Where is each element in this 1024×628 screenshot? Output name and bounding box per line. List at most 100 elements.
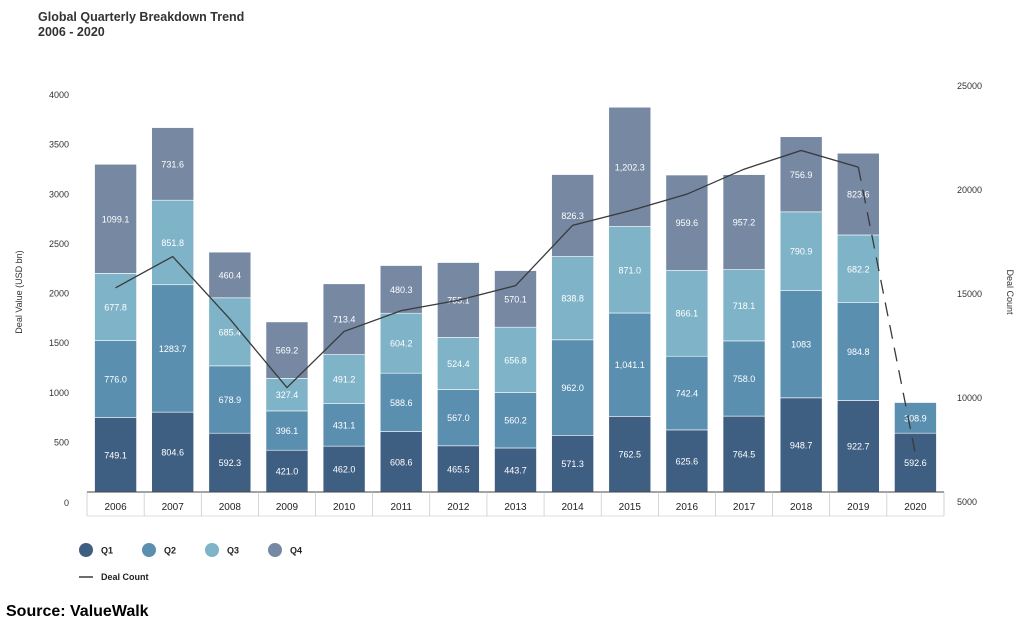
data-label: 570.1 <box>504 294 527 304</box>
bar-segment <box>665 355 709 431</box>
data-label: 1083 <box>791 340 811 350</box>
x-tick-label: 2020 <box>904 502 927 513</box>
x-tick-label: 2013 <box>504 502 527 513</box>
bar-segment <box>94 273 137 341</box>
legend-label: Q1 <box>101 546 113 556</box>
data-label: 851.8 <box>161 238 184 248</box>
deal-count-line <box>115 149 859 389</box>
y-tick-label: 500 <box>54 437 69 447</box>
data-label: 962.0 <box>561 383 584 393</box>
data-label: 571.3 <box>561 459 584 469</box>
y-axis-title: Deal Value (USD bn) <box>14 250 24 333</box>
data-label: 838.8 <box>561 294 584 304</box>
data-label: 462.0 <box>333 465 356 475</box>
y2-tick-label: 15000 <box>957 289 982 299</box>
data-label: 762.5 <box>619 450 642 460</box>
bar-segment <box>379 431 423 493</box>
data-label: 604.2 <box>390 339 413 349</box>
bar-segment <box>322 283 366 355</box>
data-label: 731.6 <box>161 159 184 169</box>
data-label: 327.4 <box>276 390 299 400</box>
bar-segment <box>437 337 480 390</box>
bar-segment <box>494 392 537 449</box>
data-label: 685.4 <box>219 327 242 337</box>
bar-segment <box>836 400 880 493</box>
y-tick-label: 3000 <box>49 189 69 199</box>
data-label: 443.7 <box>504 465 527 475</box>
legend-swatch <box>142 543 156 557</box>
x-tick-label: 2015 <box>619 502 642 513</box>
data-label: 656.8 <box>504 355 527 365</box>
x-tick-label: 2011 <box>390 502 412 513</box>
x-tick-label: 2017 <box>733 502 756 513</box>
data-label: 460.4 <box>219 270 242 280</box>
deal-count-line-dashed <box>857 166 917 455</box>
bar-segment <box>722 340 766 417</box>
data-label: 1283.7 <box>159 344 187 354</box>
data-label: 465.5 <box>447 464 470 474</box>
data-label: 713.4 <box>333 315 356 325</box>
chart-title: Global Quarterly Breakdown Trend 2006 - … <box>38 10 244 40</box>
data-label: 1099.1 <box>102 214 130 224</box>
data-label: 677.8 <box>104 302 127 312</box>
data-label: 756.9 <box>790 170 813 180</box>
data-label: 592.3 <box>219 458 242 468</box>
bar-segment <box>379 372 423 432</box>
data-label: 524.4 <box>447 359 470 369</box>
bar-segment <box>779 290 823 399</box>
bar-segment <box>94 340 137 418</box>
data-label: 567.0 <box>447 413 470 423</box>
y2-tick-label: 10000 <box>957 393 982 403</box>
data-label: 396.1 <box>276 426 299 436</box>
data-label: 1,041.1 <box>615 360 645 370</box>
data-label: 823.6 <box>847 190 870 200</box>
legend-label: Deal Count <box>101 572 149 582</box>
bar-segment <box>151 199 194 286</box>
bar-segment <box>894 432 937 493</box>
legend-label: Q2 <box>164 546 176 556</box>
y-tick-label: 3500 <box>49 140 69 150</box>
x-tick-label: 2014 <box>562 502 585 513</box>
bar-segment <box>722 415 766 493</box>
data-label: 871.0 <box>619 265 642 275</box>
x-tick-label: 2010 <box>333 502 356 513</box>
bar-segment <box>208 365 252 434</box>
data-label: 984.8 <box>847 347 870 357</box>
bar-segment <box>551 434 594 493</box>
bar-segment <box>836 302 880 401</box>
bar-segment <box>551 256 594 341</box>
y-tick-label: 4000 <box>49 90 69 100</box>
bar-segment <box>265 321 309 379</box>
bar-segment <box>151 127 194 201</box>
legend-label: Q4 <box>290 546 302 556</box>
bar-segment <box>608 312 652 417</box>
x-tick-label: 2008 <box>219 502 242 513</box>
data-label: 682.2 <box>847 264 870 274</box>
data-label: 948.7 <box>790 440 813 450</box>
bar-segment <box>208 251 252 299</box>
data-label: 308.9 <box>904 413 927 423</box>
bar-segment <box>437 389 480 447</box>
data-label: 758.0 <box>733 374 756 384</box>
x-tick-label: 2019 <box>847 502 870 513</box>
data-label: 776.0 <box>104 375 127 385</box>
x-tick-label: 2018 <box>790 502 813 513</box>
x-tick-label: 2012 <box>447 502 470 513</box>
y-tick-label: 1000 <box>49 388 69 398</box>
bar-segment <box>722 174 766 270</box>
data-label: 922.7 <box>847 442 870 452</box>
x-tick-label: 2006 <box>104 502 127 513</box>
legend-swatch <box>79 543 93 557</box>
y-tick-label: 0 <box>64 498 69 508</box>
data-label: 625.6 <box>676 456 699 466</box>
bar-segment <box>608 226 652 314</box>
data-label: 431.1 <box>333 420 356 430</box>
bar-segment <box>265 410 309 451</box>
y-tick-label: 1500 <box>49 338 69 348</box>
data-label: 421.0 <box>276 467 299 477</box>
data-label: 569.2 <box>276 346 299 356</box>
bar-segment <box>894 402 937 434</box>
bar-segment <box>779 136 823 213</box>
data-label: 790.9 <box>790 247 813 257</box>
